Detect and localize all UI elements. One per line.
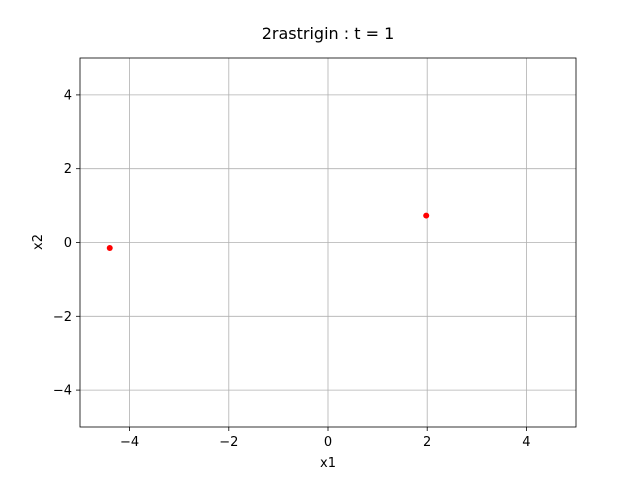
data-point [106,245,113,252]
ticks-layer: −4 −2 0 2 4 −4 −2 0 2 4 [53,88,531,450]
x-tick-label: 4 [522,435,530,450]
data-point [423,212,430,219]
y-tick-label: −4 [53,384,72,399]
chart-title: 2rastrigin : t = 1 [262,24,395,43]
x-tick-label: −4 [120,435,139,450]
x-tick-label: 0 [324,435,332,450]
y-tick-label: 2 [64,162,72,177]
x-tick-label: −2 [219,435,238,450]
x-axis-label: x1 [320,456,336,471]
y-axis-label: x2 [31,234,46,250]
y-tick-label: 4 [64,88,72,103]
plot-frame [79,57,577,428]
x-tick-label: 2 [423,435,431,450]
y-tick-label: 0 [64,236,72,251]
points-layer [106,212,430,252]
grid-layer [80,58,576,427]
y-tick-label: −2 [53,310,72,325]
